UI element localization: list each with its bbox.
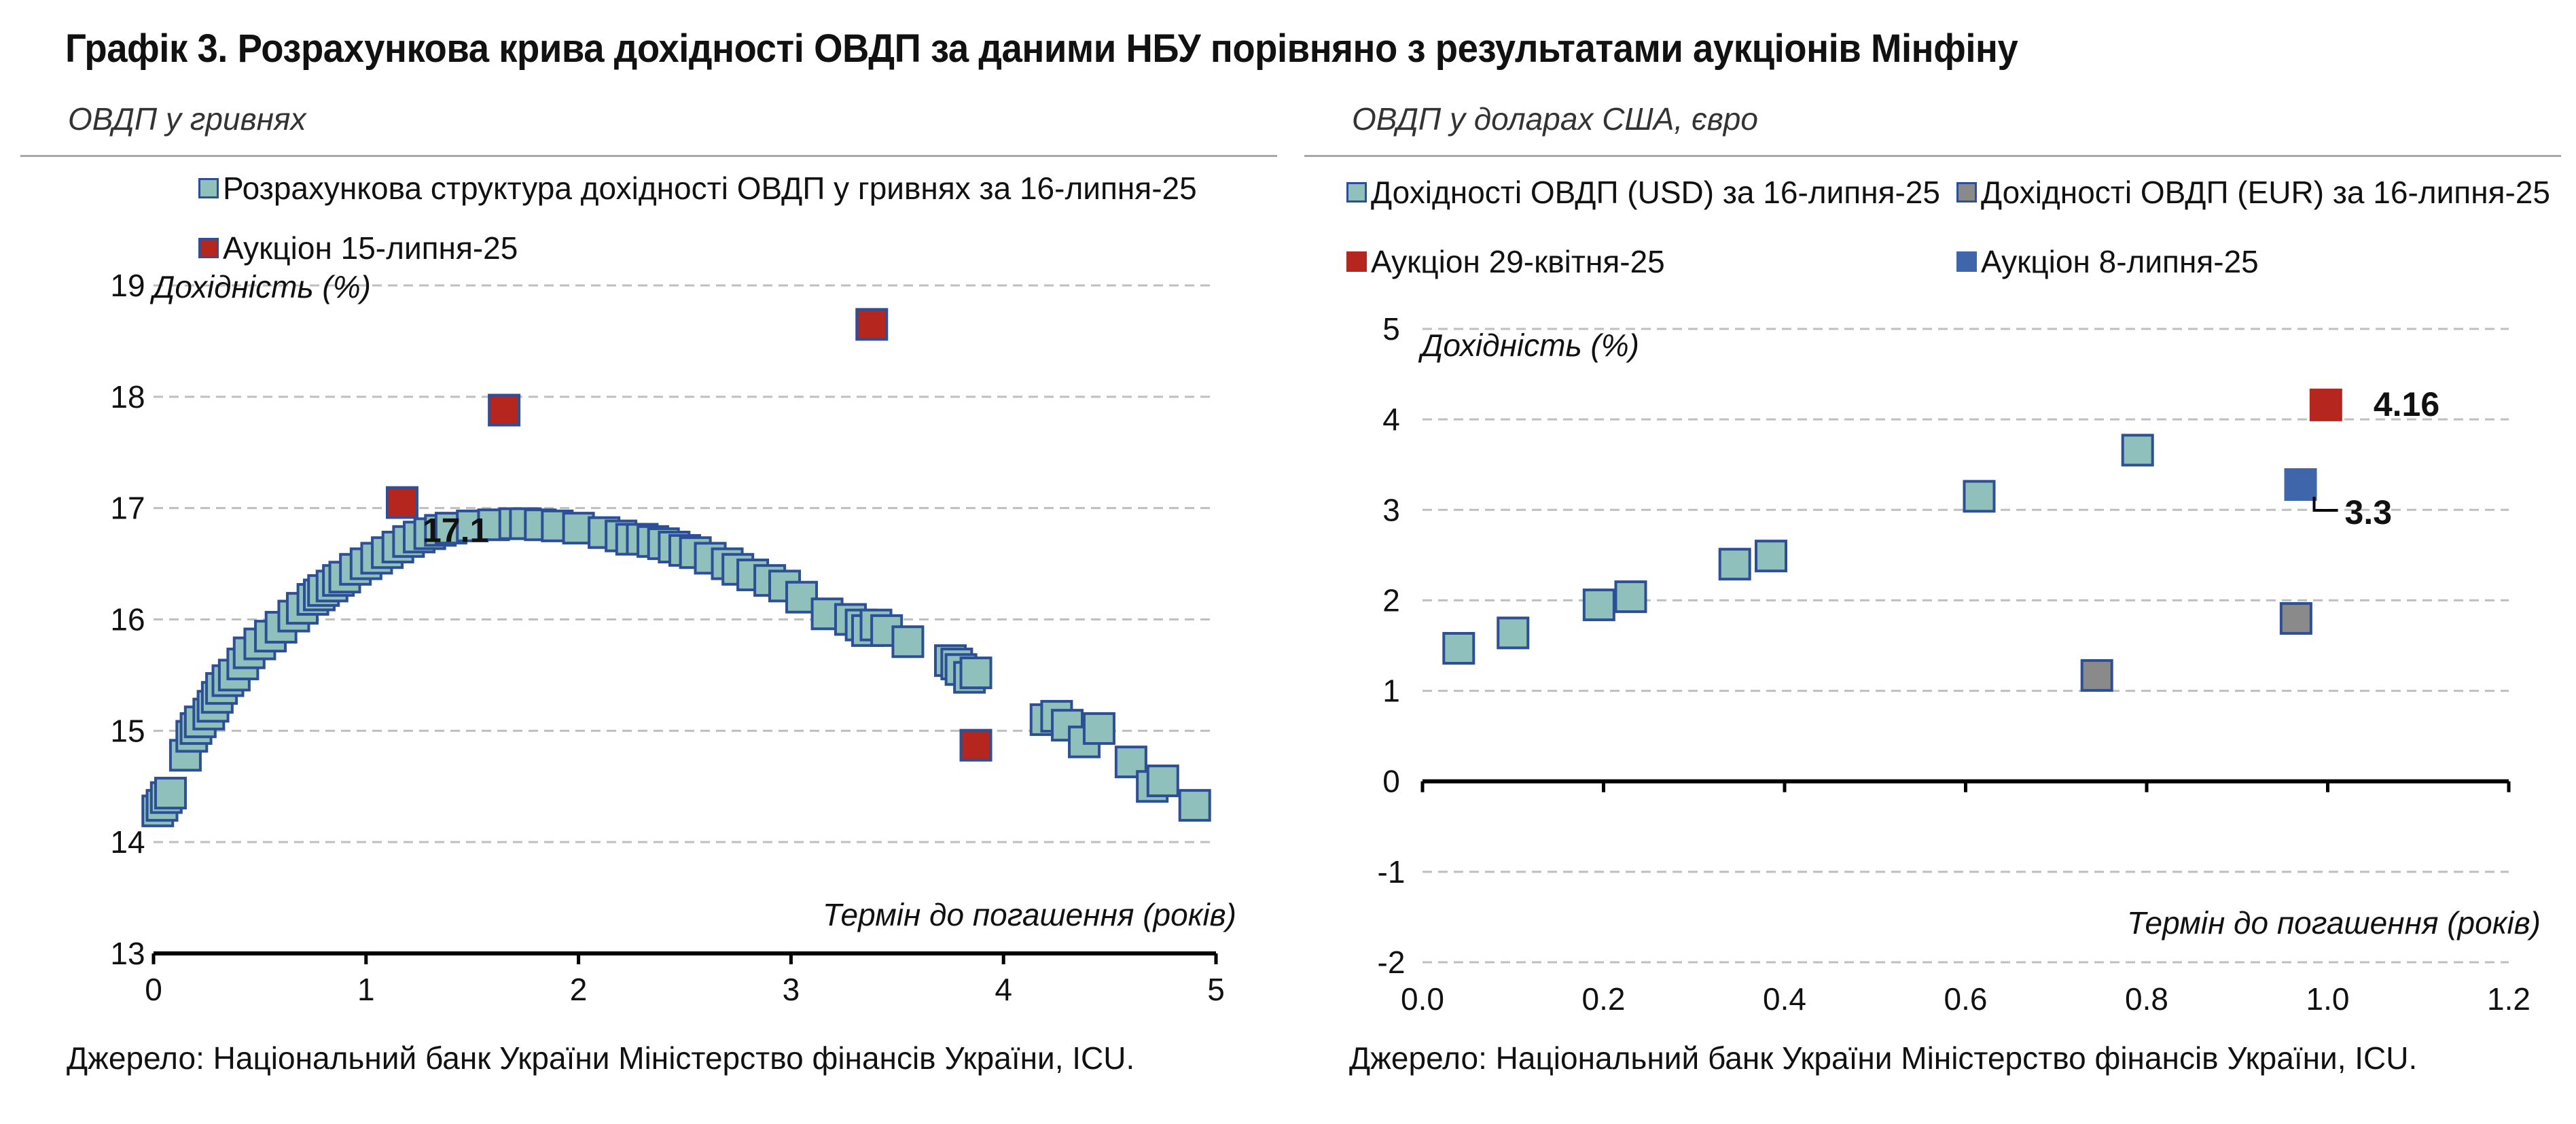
uah-series-0-point <box>959 656 992 690</box>
uah-series-1-point <box>488 393 521 427</box>
fx-series-1-point <box>2080 658 2113 692</box>
right-panel-divider <box>1304 155 2561 157</box>
uah-series-0-point <box>1082 712 1115 745</box>
fx-x-axis-label: Термін до погашення (років) <box>2127 905 2541 941</box>
uah-series-1-point <box>959 728 992 762</box>
uah-series-0-point <box>1146 765 1179 798</box>
legend-swatch-gray-square <box>1956 182 1977 203</box>
uah-ytick-label: 14 <box>110 824 145 860</box>
fx-xtick-label: 0.2 <box>1582 981 1626 1017</box>
uah-xtick-label: 0 <box>145 972 162 1007</box>
fx-series-0-point <box>1582 589 1615 622</box>
fx-series-0-point <box>1755 540 1788 573</box>
fx-y-axis-label: Дохідність (%) <box>1418 328 1639 363</box>
fx-series-0-point <box>1497 616 1530 650</box>
uah-xtick-label: 4 <box>995 972 1012 1007</box>
legend-swatch-teal-square <box>198 178 219 198</box>
legend-label: Дохідності ОВДП (USD) за 16-липня-25 <box>1371 175 1941 210</box>
left-panel-divider <box>20 155 1277 157</box>
fx-ytick-label: -2 <box>1378 945 1406 980</box>
uah-xtick-label: 2 <box>570 972 588 1007</box>
uah-series-1-point <box>385 486 418 519</box>
uah-ytick-label: 18 <box>110 379 145 415</box>
fx-data-label: 4.16 <box>2374 385 2439 423</box>
fx-xtick-label: 0.0 <box>1401 981 1444 1017</box>
left-source-note: Джерело: Національний банк України Мініс… <box>67 1040 1135 1076</box>
uah-xtick-label: 1 <box>357 972 375 1007</box>
uah-series-1-point <box>855 308 889 341</box>
fx-label-leader-line <box>2312 497 2338 512</box>
fx-series-1-point <box>2279 602 2312 635</box>
legend-swatch-teal-square <box>1346 182 1367 203</box>
uah-y-axis-label: Дохідність (%) <box>149 269 371 304</box>
fx-series-3-point <box>2284 468 2317 502</box>
right-legend-item-usd: Дохідності ОВДП (USD) за 16-липня-25 <box>1346 174 1940 211</box>
legend-label: Дохідності ОВДП (EUR) за 16-липня-25 <box>1981 175 2551 210</box>
fx-xtick-label: 1.0 <box>2306 981 2350 1017</box>
fx-xtick-label: 1.2 <box>2487 981 2530 1017</box>
right-legend-item-auction-july: Аукціон 8-липня-25 <box>1956 243 2259 280</box>
uah-x-axis-label: Термін до погашення (років) <box>823 897 1236 932</box>
fx-series-0-point <box>1614 580 1647 614</box>
fx-xtick-label: 0.8 <box>2125 981 2168 1017</box>
fx-series-2-point <box>2309 388 2342 421</box>
fx-ytick-label: 5 <box>1382 311 1400 347</box>
fx-series-0-point <box>1963 480 1996 513</box>
fx-ytick-label: 0 <box>1382 764 1400 799</box>
fx-series-0-point <box>1718 548 1751 581</box>
uah-ytick-label: 15 <box>110 713 145 748</box>
fx-data-label: 3.3 <box>2345 493 2393 531</box>
uah-series-0-point <box>1178 789 1211 822</box>
uah-series-0-point <box>154 777 187 810</box>
legend-label: Аукціон 15-липня-25 <box>223 230 518 266</box>
page-title: Графік 3. Розрахункова крива дохідності … <box>65 27 2018 71</box>
right-legend-item-auction-april: Аукціон 29-квітня-25 <box>1346 243 1665 280</box>
fx-xtick-label: 0.4 <box>1763 981 1806 1017</box>
fx-series-0-point <box>1442 631 1475 665</box>
fx-ytick-label: -1 <box>1378 854 1406 890</box>
uah-series-0-point <box>891 625 925 658</box>
right-legend-item-eur: Дохідності ОВДП (EUR) за 16-липня-25 <box>1956 174 2550 211</box>
fx-ytick-label: 1 <box>1382 673 1400 709</box>
fx-xtick-label: 0.6 <box>1944 981 1988 1017</box>
right-panel-subtitle: ОВДП у доларах США, євро <box>1352 101 1758 137</box>
uah-data-label: 17.1 <box>423 511 488 549</box>
fx-series-0-point <box>2121 434 2154 467</box>
legend-swatch-red-square <box>1346 251 1367 272</box>
fx-ytick-label: 3 <box>1382 492 1400 527</box>
legend-label: Аукціон 8-липня-25 <box>1981 244 2259 279</box>
uah-xtick-label: 3 <box>783 972 800 1007</box>
legend-swatch-red-square <box>198 238 219 258</box>
right-source-note: Джерело: Національний банк України Мініс… <box>1349 1040 2418 1076</box>
uah-series-0-point <box>1114 745 1147 779</box>
legend-swatch-blue-square <box>1956 251 1977 272</box>
uah-ytick-label: 16 <box>110 602 145 637</box>
left-legend-item-auction: Аукціон 15-липня-25 <box>198 230 518 266</box>
left-legend-item-curve: Розрахункова структура дохідності ОВДП у… <box>198 170 1197 207</box>
legend-label: Аукціон 29-квітня-25 <box>1371 244 1665 279</box>
fx-ytick-label: 4 <box>1382 402 1400 437</box>
uah-ytick-label: 19 <box>110 268 145 303</box>
fx-ytick-label: 2 <box>1382 582 1400 618</box>
legend-label: Розрахункова структура дохідності ОВДП у… <box>223 171 1197 206</box>
uah-xtick-label: 5 <box>1207 972 1225 1007</box>
left-panel-subtitle: ОВДП у гривнях <box>68 101 306 137</box>
uah-ytick-label: 13 <box>110 936 145 971</box>
uah-ytick-label: 17 <box>110 491 145 526</box>
